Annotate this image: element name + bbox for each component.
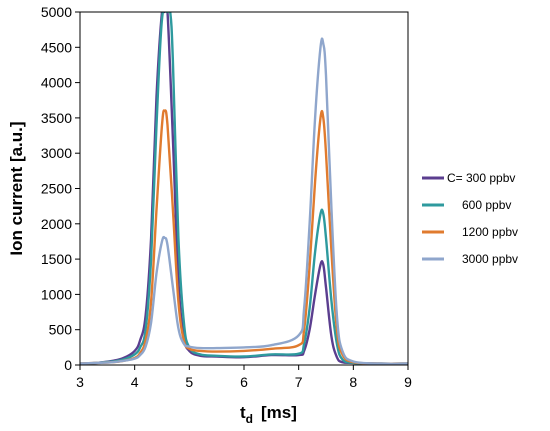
y-tick-label: 2000	[41, 216, 72, 232]
x-axis-title-subscript: d	[246, 412, 253, 426]
y-tick-label: 4000	[41, 75, 72, 91]
y-tick-label: 3500	[41, 110, 72, 126]
y-tick-label: 3000	[41, 145, 72, 161]
x-tick-label: 6	[240, 374, 248, 390]
x-axis-title-unit: [ms]	[261, 403, 297, 422]
legend-label-3: 1200 ppbv	[462, 225, 518, 239]
y-tick-label: 4500	[41, 39, 72, 55]
legend-label-1: C= 300 ppbv	[447, 171, 515, 185]
x-tick-label: 8	[349, 374, 357, 390]
series-line-1	[80, 12, 408, 365]
legend: C= 300 ppbv 600 ppbv 1200 ppbv 3000 ppbv	[422, 171, 518, 266]
tick-labels: 3 4 5 6 7 8 9 0 500 1000 1500 2000 2500 3000 3500 4000 4…	[41, 4, 412, 390]
y-tick-label: 0	[64, 357, 72, 373]
x-tick-label: 5	[185, 374, 193, 390]
plot-frame	[79, 11, 409, 366]
y-tick-label: 2500	[41, 181, 72, 197]
y-tick-label: 1500	[41, 251, 72, 267]
x-axis-title: td [ms]	[240, 403, 297, 426]
series-line-4	[80, 37, 408, 365]
series-line-2	[80, 12, 408, 365]
x-tick-label: 4	[131, 374, 139, 390]
y-tick-label: 5000	[41, 4, 72, 20]
y-tick-label: 1000	[41, 286, 72, 302]
y-tick-label: 500	[49, 322, 73, 338]
y-axis-title: Ion current [a.u.]	[7, 121, 26, 255]
axes	[75, 11, 409, 370]
legend-label-4: 3000 ppbv	[462, 252, 518, 266]
legend-label-2: 600 ppbv	[462, 198, 511, 212]
x-tick-label: 9	[404, 374, 412, 390]
x-axis-title-main: t	[240, 403, 246, 422]
series-lines	[80, 12, 408, 365]
x-tick-label: 3	[76, 374, 84, 390]
series-line-3	[80, 109, 408, 365]
x-tick-label: 7	[295, 374, 303, 390]
